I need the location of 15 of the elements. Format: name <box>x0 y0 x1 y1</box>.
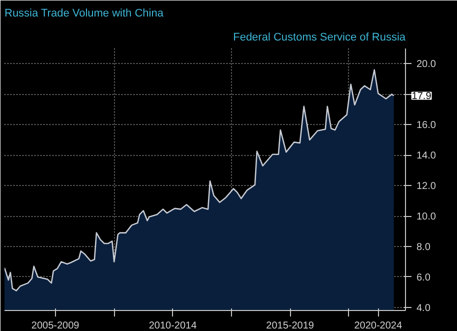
x-tick-label: 2015-2019 <box>266 320 314 331</box>
y-tick-label: 4.0 <box>416 302 431 314</box>
chart-title: Russia Trade Volume with China <box>4 8 164 20</box>
y-tick-label: 8.0 <box>416 242 431 254</box>
x-tick-label: 2010-2014 <box>148 320 198 331</box>
annotation: 17.9 <box>412 91 432 102</box>
y-tick-label: 6.0 <box>416 272 431 284</box>
y-tick-label: 10.0 <box>416 212 436 223</box>
x-tick-label: 2005-2009 <box>31 320 80 331</box>
y-tick-label: 20.0 <box>416 59 436 70</box>
y-tick-label: 14.0 <box>416 150 436 162</box>
y-tick-label: 12.0 <box>416 181 436 192</box>
text: Federal Customs Service of Russia <box>233 32 406 44</box>
y-tick-label: 16.0 <box>416 120 436 132</box>
x-tick-label: 2020-2024 <box>354 320 402 331</box>
